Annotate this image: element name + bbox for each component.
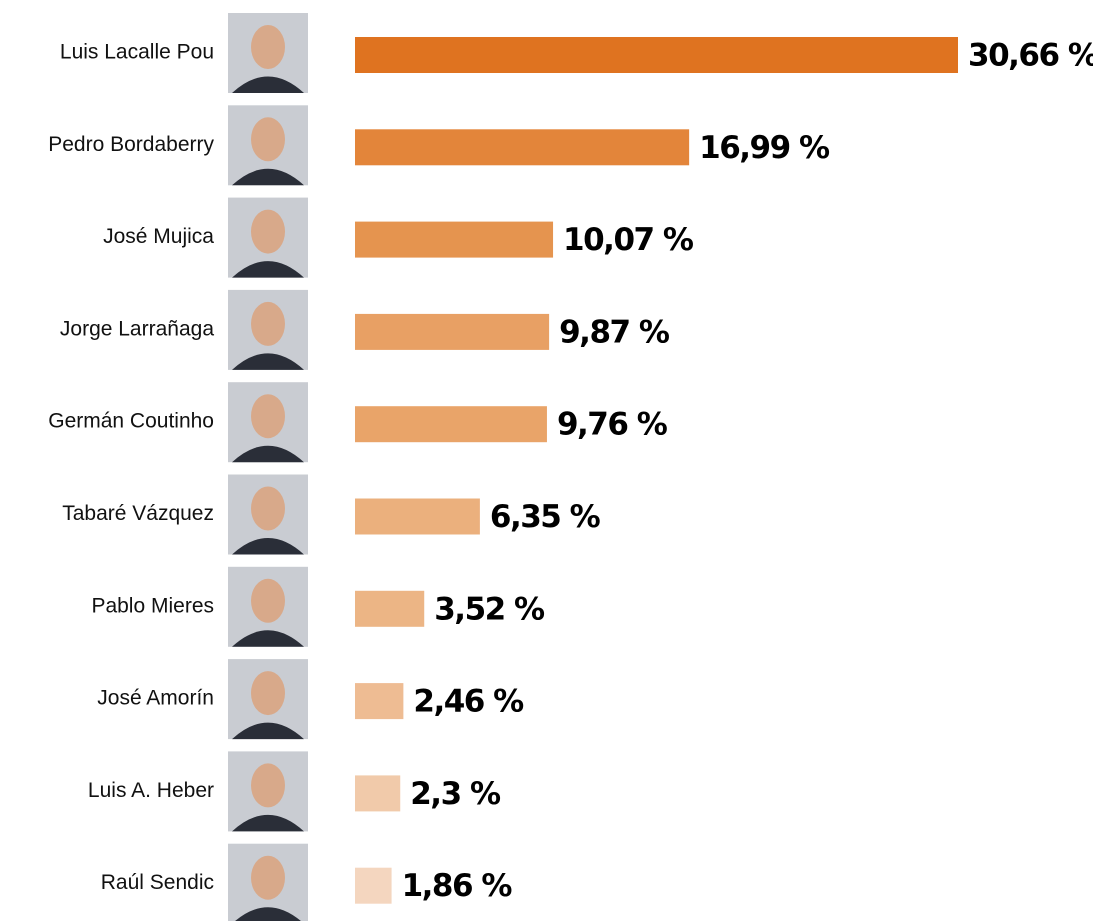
candidate-photo (228, 382, 308, 462)
photo-head (251, 210, 285, 254)
bar (355, 591, 424, 627)
photo-head (251, 25, 285, 69)
value-label: 16,99 % (699, 130, 830, 166)
photo-head (251, 579, 285, 623)
bar (355, 314, 549, 350)
candidate-photo (228, 567, 308, 647)
candidate-photo (228, 290, 308, 370)
value-label: 30,66 % (968, 38, 1093, 74)
bar (355, 406, 547, 442)
bar (355, 37, 958, 73)
candidate-photo (228, 105, 308, 185)
bar (355, 683, 403, 719)
bar (355, 868, 392, 904)
candidate-photo (228, 659, 308, 739)
candidate-name: José Amorín (97, 687, 214, 710)
candidate-photo (228, 198, 308, 278)
value-label: 9,87 % (559, 314, 670, 350)
candidate-name: Raúl Sendic (101, 871, 214, 894)
value-label: 9,76 % (557, 407, 668, 443)
bar (355, 499, 480, 535)
candidate-name: Germán Coutinho (48, 410, 214, 433)
photo-head (251, 117, 285, 161)
photo-head (251, 487, 285, 531)
bar (355, 129, 689, 165)
chart: Luis Lacalle Pou 30,66 % Pedro Bordaberry 1… (0, 0, 1093, 921)
photo-head (251, 302, 285, 346)
value-label: 6,35 % (490, 499, 601, 535)
bar (355, 775, 400, 811)
candidate-photo (228, 844, 308, 921)
candidate-photo (228, 751, 308, 831)
candidate-photo (228, 475, 308, 555)
candidate-name: Pedro Bordaberry (48, 133, 214, 156)
bar (355, 222, 553, 258)
value-label: 1,86 % (402, 868, 513, 904)
candidate-name: Luis A. Heber (88, 779, 214, 802)
photo-head (251, 763, 285, 807)
candidate-photo (228, 13, 308, 93)
candidate-name: Luis Lacalle Pou (60, 41, 214, 64)
photo-head (251, 856, 285, 900)
candidate-name: Tabaré Vázquez (62, 502, 214, 525)
photo-head (251, 394, 285, 438)
value-label: 10,07 % (563, 222, 694, 258)
candidate-name: José Mujica (103, 225, 214, 248)
value-label: 2,3 % (410, 776, 501, 812)
value-label: 3,52 % (434, 591, 545, 627)
value-label: 2,46 % (413, 684, 524, 720)
candidate-name: Jorge Larrañaga (60, 317, 214, 340)
photo-head (251, 671, 285, 715)
candidate-name: Pablo Mieres (91, 594, 214, 617)
